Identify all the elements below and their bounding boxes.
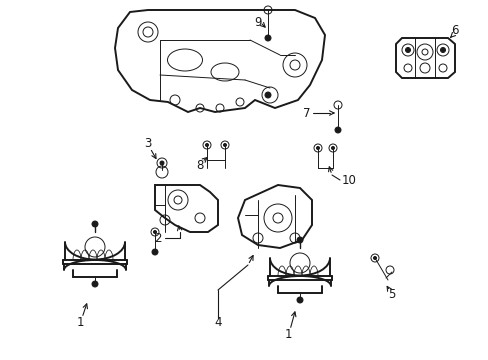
Circle shape: [152, 249, 158, 255]
Circle shape: [373, 256, 376, 260]
Text: 5: 5: [387, 288, 395, 302]
Circle shape: [205, 144, 208, 147]
Polygon shape: [155, 185, 218, 232]
Polygon shape: [238, 185, 311, 248]
Circle shape: [264, 92, 270, 98]
Circle shape: [405, 48, 409, 53]
Text: 2: 2: [154, 231, 162, 244]
Circle shape: [153, 230, 156, 234]
Text: 10: 10: [341, 174, 356, 186]
Circle shape: [316, 147, 319, 149]
Text: 1: 1: [76, 315, 83, 328]
Text: 9: 9: [254, 15, 261, 28]
Circle shape: [296, 237, 303, 243]
Text: 6: 6: [450, 23, 458, 36]
Text: 7: 7: [302, 107, 309, 120]
Circle shape: [223, 144, 226, 147]
Text: 4: 4: [214, 315, 221, 328]
Polygon shape: [395, 38, 454, 78]
Circle shape: [160, 161, 163, 165]
Circle shape: [92, 281, 98, 287]
Circle shape: [440, 48, 445, 53]
Circle shape: [92, 221, 98, 227]
Polygon shape: [115, 10, 325, 112]
Circle shape: [334, 127, 340, 133]
Circle shape: [264, 35, 270, 41]
Text: 1: 1: [284, 328, 291, 342]
Text: 3: 3: [144, 136, 151, 149]
Text: 8: 8: [196, 158, 203, 171]
Circle shape: [331, 147, 334, 149]
Circle shape: [296, 297, 303, 303]
